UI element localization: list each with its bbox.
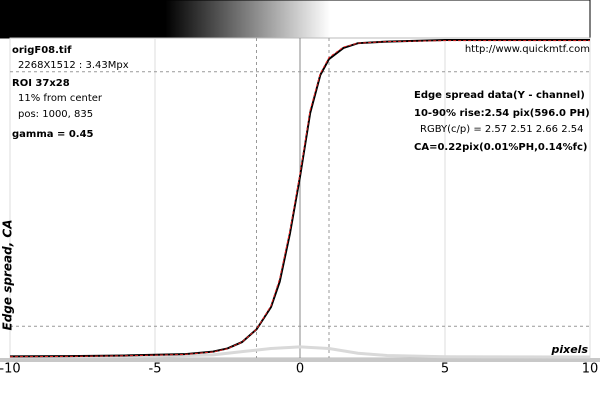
- info-text: 10-90% rise:2.54 pix(596.0 PH): [414, 108, 590, 119]
- edge-gradient: [0, 0, 591, 39]
- info-text: 11% from center: [18, 93, 103, 104]
- x-tick-label: -10: [0, 362, 21, 377]
- url: http://www.quickmtf.com: [465, 44, 590, 55]
- info-text: CA=0.22pix(0.01%PH,0.14%fc): [414, 142, 587, 153]
- axis-band: [0, 358, 600, 362]
- info-text: gamma = 0.45: [12, 129, 94, 140]
- info-text: ROI 37x28: [12, 78, 70, 89]
- x-tick-label: 5: [441, 362, 449, 377]
- x-tick-label: -5: [149, 362, 162, 377]
- info-text: pos: 1000, 835: [18, 109, 93, 120]
- info-text: origF08.tif: [12, 45, 72, 56]
- info-text: 2268X1512 : 3.43Mpx: [18, 60, 129, 71]
- info-text: Edge spread data(Y - channel): [414, 90, 585, 101]
- x-tick-label: 10: [582, 362, 599, 377]
- info-text: RGBY(c/p) = 2.57 2.51 2.66 2.54: [420, 124, 583, 135]
- series-line: [9, 345, 591, 359]
- x-tick-label: 0: [296, 362, 304, 377]
- series-line: [9, 40, 590, 358]
- x-axis-label: pixels: [550, 343, 588, 356]
- y-axis-label: Edge spread, CA: [1, 220, 15, 331]
